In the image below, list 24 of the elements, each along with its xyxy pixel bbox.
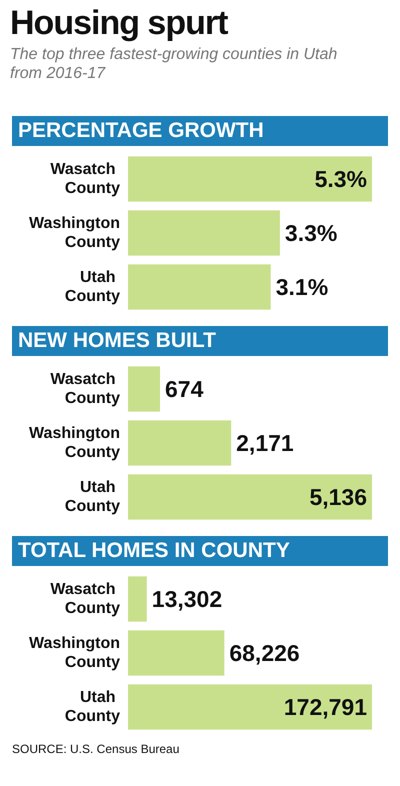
y-tick-label: Wasatch County [50,161,120,197]
chart-title: PERCENTAGE GROWTH [12,116,388,146]
y-tick-label: Wasatch County [50,581,120,617]
text: Housing spurt [10,4,229,43]
data-label: 172,791 [284,694,368,720]
y-tick-label: Washington County [29,215,120,251]
data-label: 2,171 [236,430,294,456]
y-tick-label: Wasatch County [50,371,120,407]
y-tick-label: Utah County [64,269,120,305]
y-tick-label: Washington County [29,425,120,461]
data-label: 3.3% [284,220,338,246]
data-label: 5,136 [309,484,367,510]
data-label: 13,302 [152,586,222,612]
y-tick-label: Utah County [64,689,120,725]
chart-title: TOTAL HOMES IN COUNTY [12,536,388,566]
y-tick-label: Utah County [64,479,120,515]
text: The top three fastest-growing counties in Utah from 2016-17 [10,45,338,83]
chart-title: NEW HOMES BUILT [12,326,388,356]
data-label: 674 [165,376,204,402]
data-label: 3.1% [276,274,328,300]
source-note: SOURCE: U.S. Census Bureau [11,741,180,758]
data-label: 68,226 [229,640,300,666]
y-tick-label: Washington County [29,635,120,671]
data-label: 5.3% [314,166,367,192]
